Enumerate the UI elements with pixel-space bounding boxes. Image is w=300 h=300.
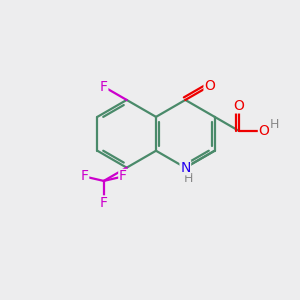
Text: O: O (259, 124, 269, 138)
Text: H: H (184, 172, 194, 185)
Text: O: O (233, 99, 244, 113)
Text: H: H (269, 118, 279, 131)
Text: N: N (180, 161, 190, 175)
Text: F: F (100, 196, 108, 210)
Text: F: F (81, 169, 88, 184)
Text: F: F (119, 169, 127, 184)
Text: O: O (204, 79, 215, 93)
Text: F: F (100, 80, 108, 94)
